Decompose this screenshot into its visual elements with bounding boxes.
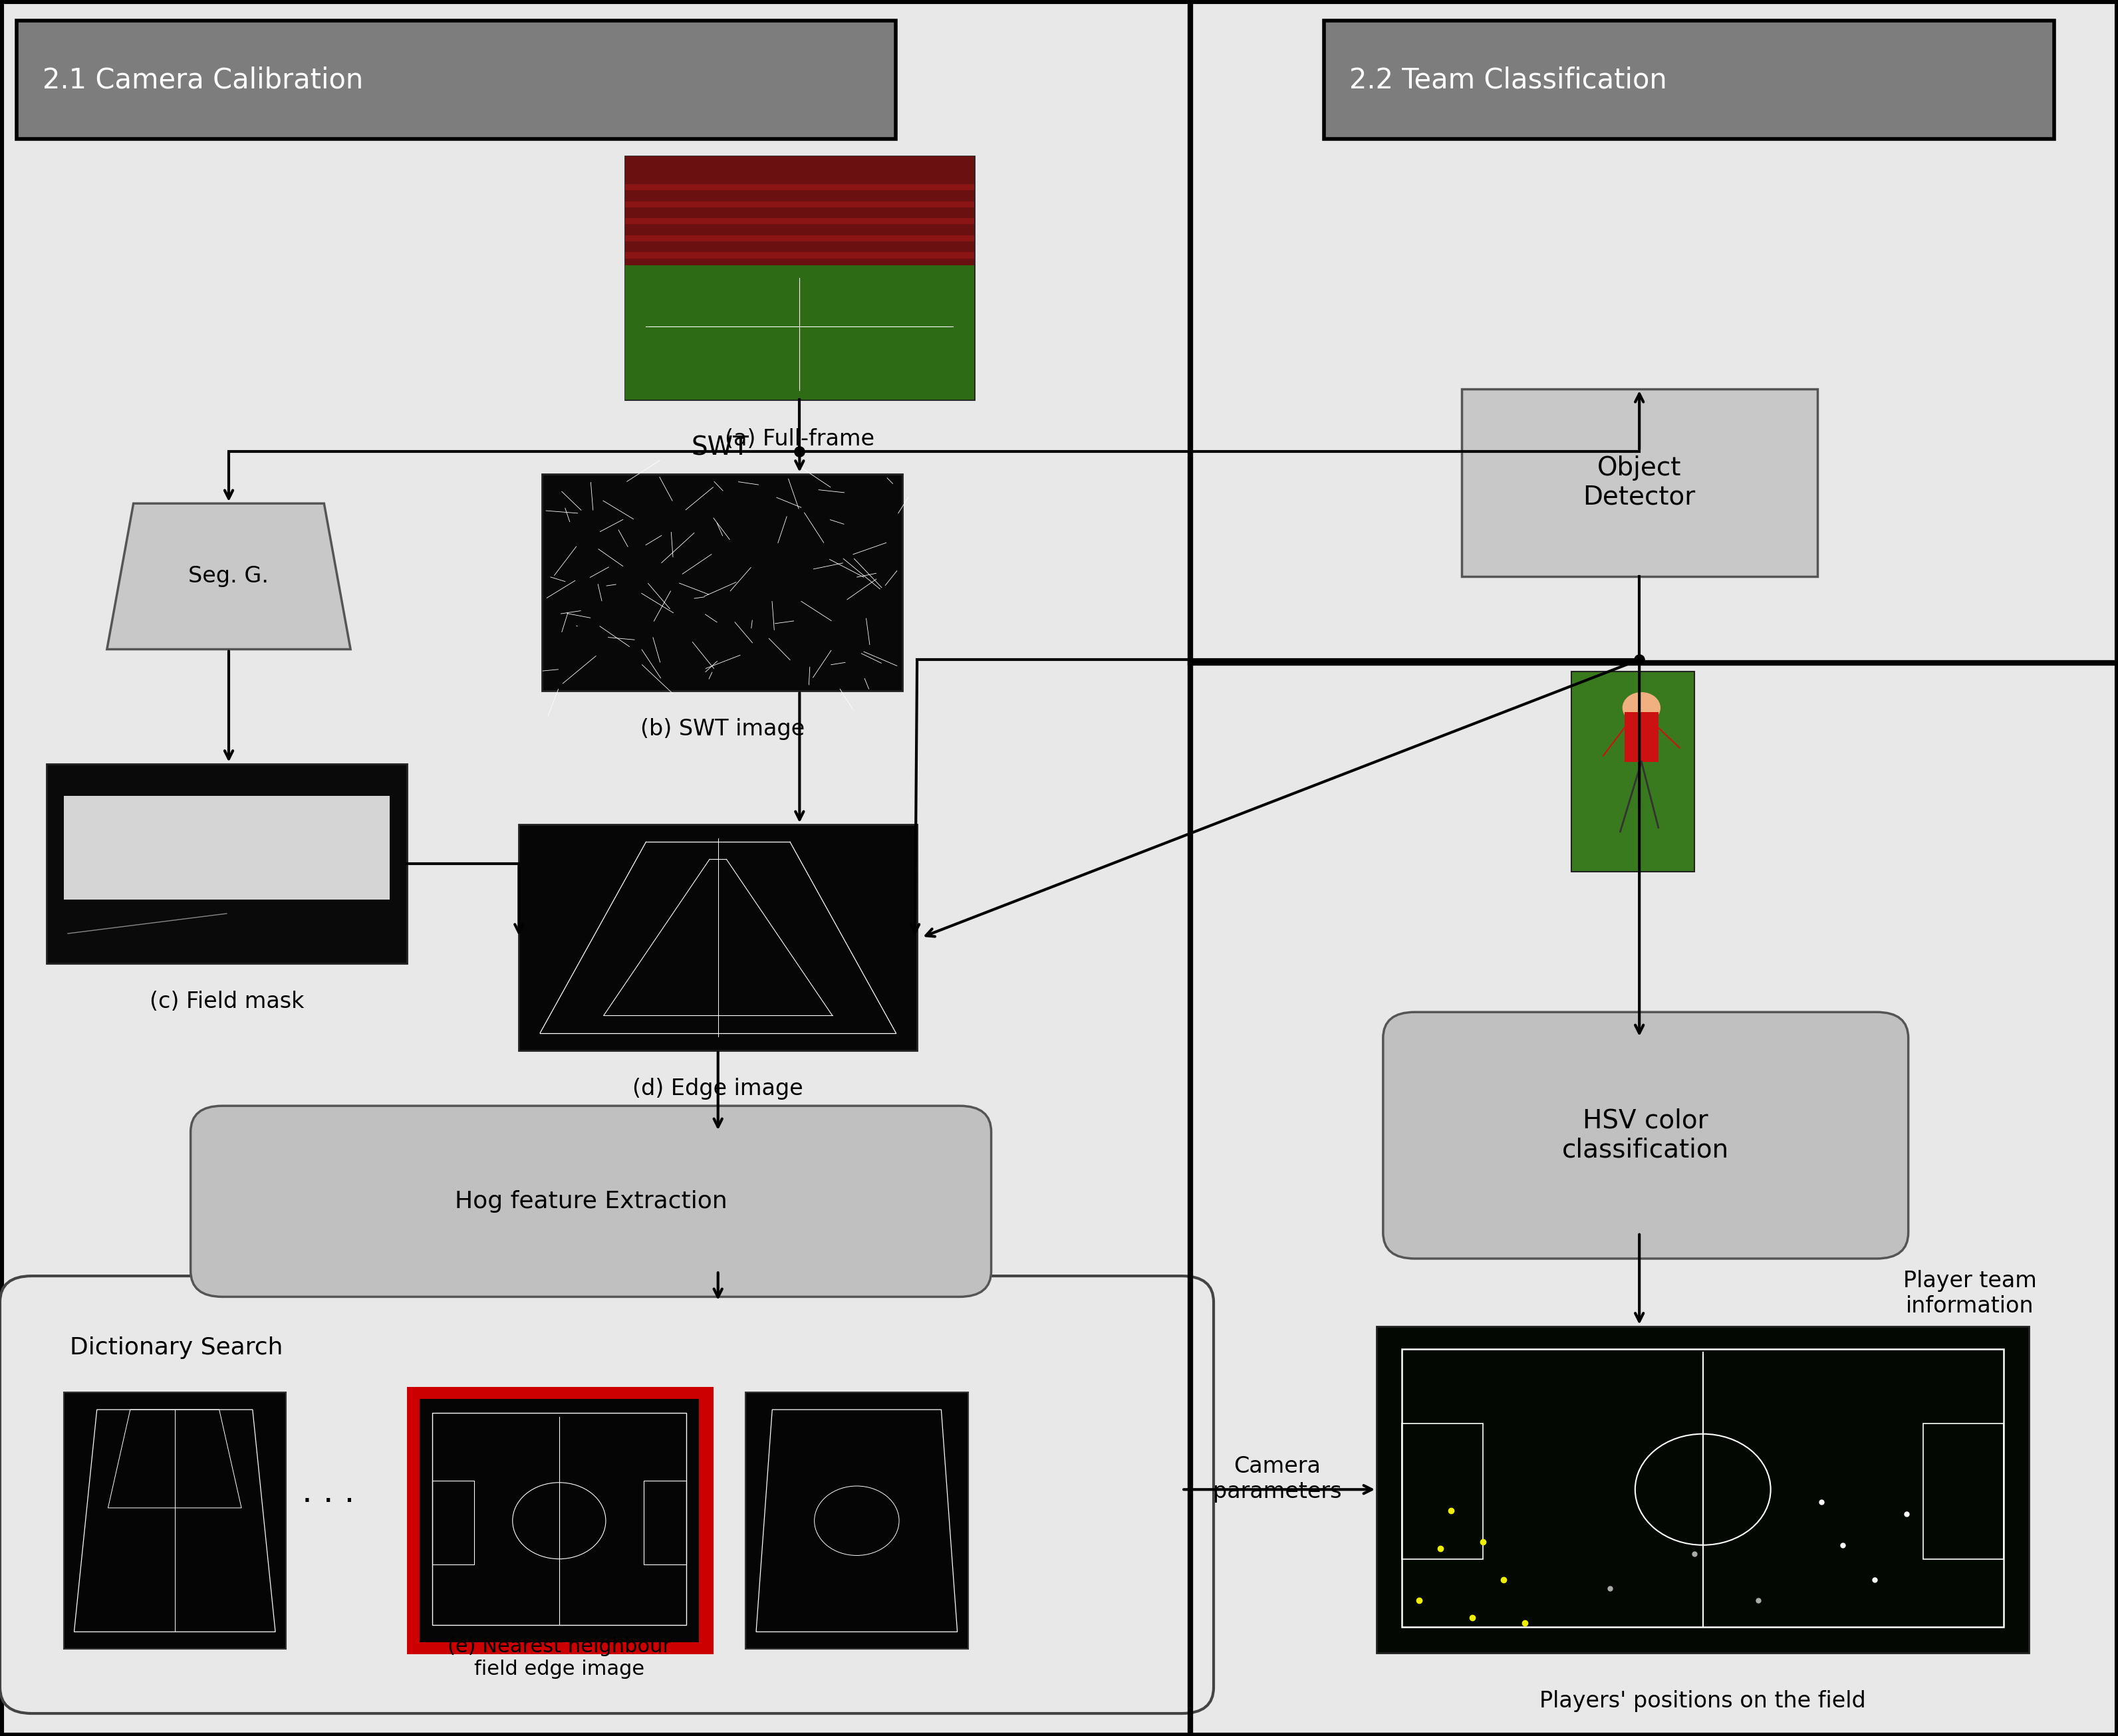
- Text: SWT: SWT: [690, 436, 750, 460]
- Bar: [1625, 712, 1658, 762]
- Bar: [519, 825, 917, 1050]
- Text: Camera
parameters: Camera parameters: [1214, 1455, 1341, 1503]
- Bar: [407, 1387, 714, 1654]
- Text: HSV color
classification: HSV color classification: [1563, 1108, 1728, 1163]
- Text: Player team
information: Player team information: [1902, 1269, 2038, 1318]
- Bar: [47, 764, 407, 963]
- Text: Object
Detector: Object Detector: [1582, 455, 1697, 510]
- Text: (b) SWT image: (b) SWT image: [640, 719, 805, 740]
- Bar: [625, 252, 974, 259]
- Bar: [1402, 1349, 2004, 1627]
- FancyBboxPatch shape: [1383, 1012, 1908, 1259]
- Text: Players' positions on the field: Players' positions on the field: [1540, 1691, 1866, 1712]
- Bar: [1402, 1424, 1483, 1559]
- Bar: [64, 913, 390, 953]
- Bar: [419, 1399, 699, 1642]
- Text: (e) Nearest neighbour
field edge image: (e) Nearest neighbour field edge image: [447, 1637, 671, 1679]
- Bar: [1923, 1424, 2004, 1559]
- Polygon shape: [106, 503, 352, 649]
- Bar: [625, 234, 974, 241]
- Bar: [625, 156, 974, 266]
- Bar: [1324, 21, 2054, 139]
- FancyBboxPatch shape: [0, 1276, 1214, 1713]
- Text: Dictionary Search: Dictionary Search: [70, 1337, 284, 1359]
- Bar: [1377, 1326, 2029, 1653]
- Text: · · ·: · · ·: [303, 1486, 354, 1517]
- Bar: [542, 474, 902, 691]
- Text: 2.2 Team Classification: 2.2 Team Classification: [1349, 66, 1667, 94]
- Bar: [625, 219, 974, 224]
- Circle shape: [1622, 693, 1661, 724]
- Bar: [64, 795, 390, 899]
- Bar: [625, 156, 974, 399]
- Bar: [746, 1392, 968, 1649]
- FancyBboxPatch shape: [191, 1106, 991, 1297]
- Bar: [625, 201, 974, 207]
- Text: (d) Edge image: (d) Edge image: [633, 1078, 803, 1099]
- Bar: [17, 21, 896, 139]
- Bar: [432, 1481, 474, 1564]
- Text: Seg. G.: Seg. G.: [189, 566, 269, 587]
- Bar: [64, 1392, 286, 1649]
- Text: Hog feature Extraction: Hog feature Extraction: [455, 1189, 726, 1213]
- Bar: [644, 1481, 686, 1564]
- Bar: [1461, 389, 1817, 576]
- Bar: [1572, 672, 1694, 871]
- Text: (a) Full-frame: (a) Full-frame: [724, 429, 875, 450]
- Bar: [625, 266, 974, 399]
- Text: 2.1 Camera Calibration: 2.1 Camera Calibration: [42, 66, 362, 94]
- Bar: [432, 1413, 686, 1625]
- Text: (c) Field mask: (c) Field mask: [150, 991, 303, 1012]
- Bar: [625, 184, 974, 191]
